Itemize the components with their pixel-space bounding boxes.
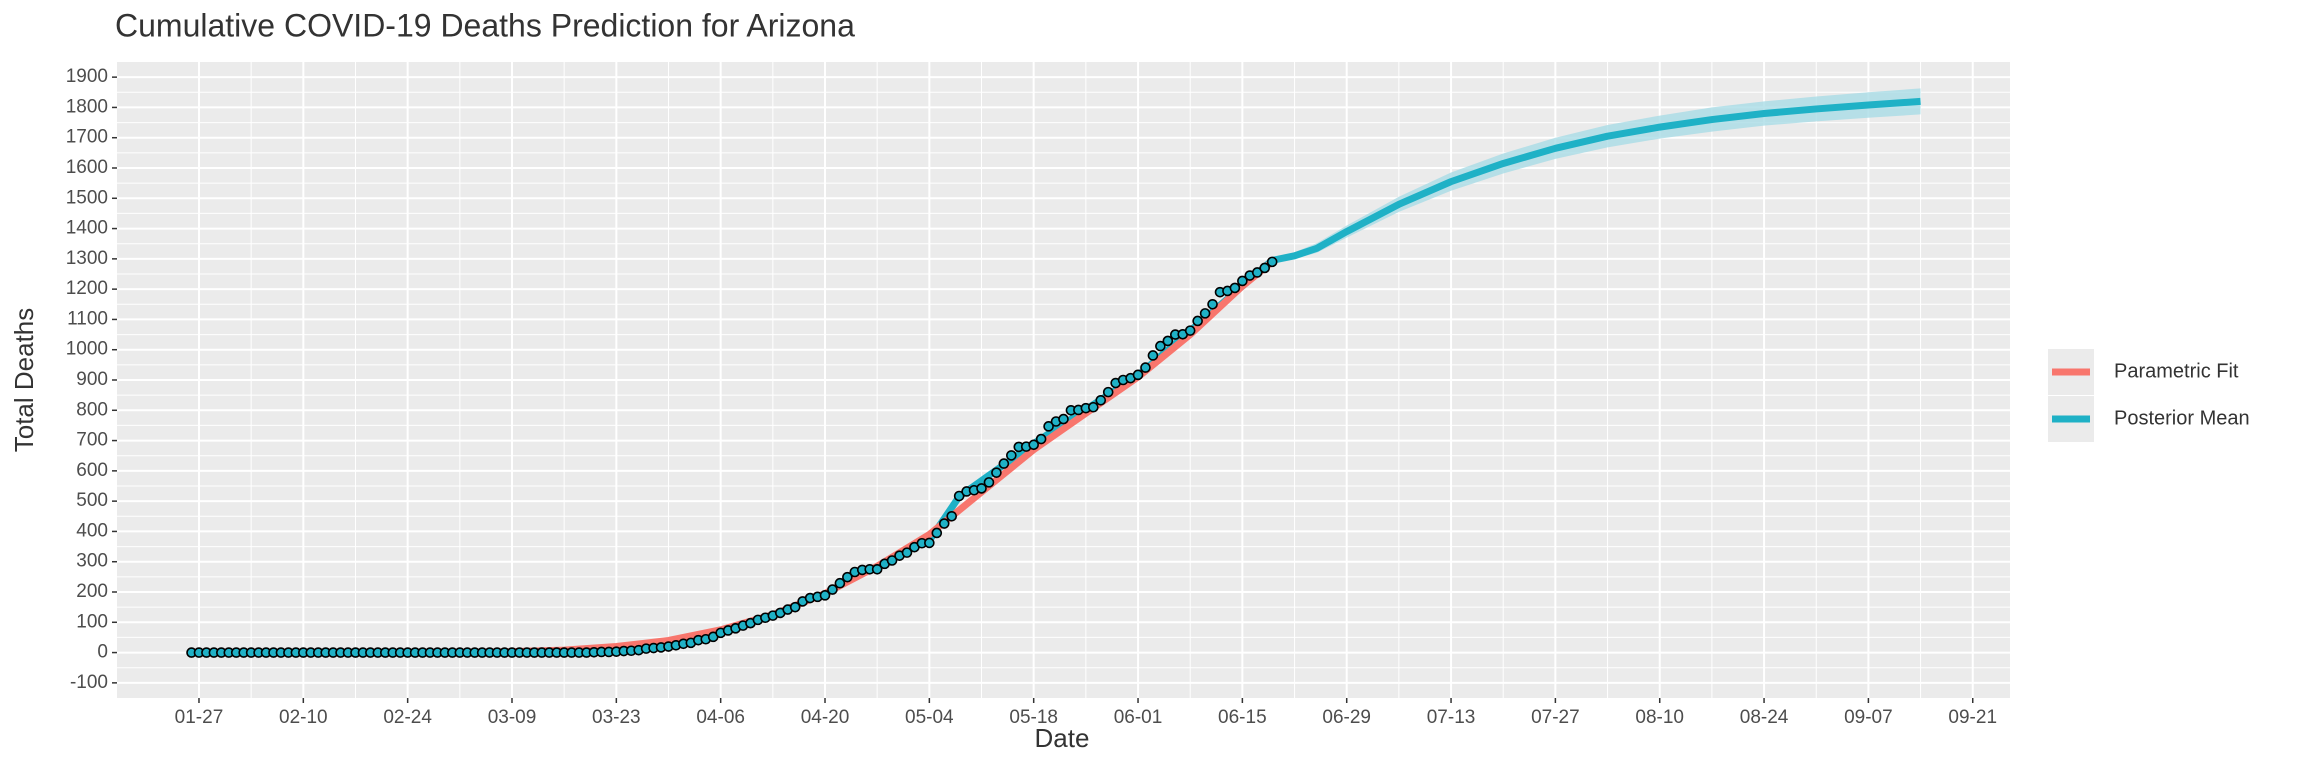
data-point bbox=[1102, 386, 1114, 398]
data-point bbox=[1088, 401, 1099, 413]
data-point bbox=[1035, 433, 1047, 445]
data-point bbox=[953, 490, 965, 502]
data-point bbox=[1132, 369, 1144, 381]
x-tick-label: 06-29 bbox=[1322, 707, 1371, 728]
data-point bbox=[983, 477, 995, 488]
x-tick-label: 04-06 bbox=[696, 707, 745, 728]
data-point bbox=[938, 518, 950, 529]
data-point bbox=[1237, 275, 1248, 287]
data-point bbox=[789, 601, 801, 613]
data-point bbox=[1162, 335, 1174, 347]
data-point bbox=[827, 584, 838, 595]
y-tick-label: 800 bbox=[76, 399, 108, 420]
data-point bbox=[1207, 298, 1218, 310]
y-tick-label: 1800 bbox=[66, 96, 108, 117]
data-point bbox=[946, 510, 958, 522]
x-tick-label: 04-20 bbox=[801, 707, 850, 728]
y-tick-label: 1400 bbox=[66, 218, 108, 239]
data-point bbox=[819, 590, 831, 601]
data-point bbox=[1155, 340, 1166, 352]
x-tick-label: 02-24 bbox=[383, 707, 432, 728]
data-point bbox=[1147, 350, 1159, 361]
data-point bbox=[998, 458, 1010, 469]
data-point bbox=[1199, 308, 1211, 319]
data-point bbox=[871, 563, 883, 575]
y-tick-label: 500 bbox=[76, 490, 108, 511]
y-tick-label: 200 bbox=[76, 581, 108, 602]
y-tick-label: 1600 bbox=[66, 157, 108, 178]
data-point bbox=[924, 537, 935, 549]
legend-label: Parametric Fit bbox=[2114, 360, 2239, 382]
legend-label: Posterior Mean bbox=[2114, 407, 2250, 429]
x-tick-label: 07-27 bbox=[1531, 707, 1580, 728]
x-tick-label: 03-23 bbox=[592, 707, 641, 728]
y-tick-label: 1100 bbox=[67, 308, 108, 329]
y-tick-label: 0 bbox=[97, 642, 108, 663]
data-point bbox=[1058, 413, 1069, 425]
x-tick-label: 08-24 bbox=[1740, 707, 1789, 728]
data-point bbox=[1266, 256, 1278, 268]
y-tick-label: 1300 bbox=[66, 248, 108, 269]
data-point bbox=[834, 577, 846, 589]
y-tick-label: 600 bbox=[76, 460, 108, 481]
y-tick-label: 100 bbox=[76, 611, 108, 632]
y-tick-label: 1200 bbox=[66, 278, 108, 299]
y-tick-label: 1000 bbox=[66, 339, 108, 360]
data-point bbox=[1043, 421, 1054, 432]
x-tick-label: 06-15 bbox=[1218, 707, 1267, 728]
x-tick-label: 05-18 bbox=[1009, 707, 1058, 728]
y-axis-title: Total Deaths bbox=[9, 308, 39, 453]
x-tick-label: 08-10 bbox=[1635, 707, 1684, 728]
data-point bbox=[1259, 262, 1271, 274]
chart-title: Cumulative COVID-19 Deaths Prediction fo… bbox=[115, 7, 855, 43]
y-tick-label: 400 bbox=[76, 520, 108, 541]
x-tick-label: 06-01 bbox=[1114, 707, 1163, 728]
x-tick-label: 05-04 bbox=[905, 707, 954, 728]
y-tick-label: 1900 bbox=[66, 66, 108, 87]
x-tick-label: 09-07 bbox=[1844, 707, 1893, 728]
data-point bbox=[931, 527, 943, 539]
y-tick-label: 700 bbox=[76, 430, 108, 451]
data-point bbox=[1095, 394, 1107, 406]
x-tick-label: 01-27 bbox=[175, 707, 224, 728]
x-tick-label: 03-09 bbox=[488, 707, 537, 728]
x-axis-title: Date bbox=[1035, 723, 1090, 753]
data-point bbox=[1006, 450, 1017, 461]
data-point bbox=[1028, 439, 1039, 451]
y-tick-label: 1500 bbox=[66, 187, 108, 208]
y-tick-label: 300 bbox=[76, 551, 108, 572]
data-point bbox=[886, 555, 898, 566]
y-tick-label: 1700 bbox=[66, 127, 108, 148]
data-point bbox=[1140, 362, 1151, 373]
data-point bbox=[1192, 315, 1203, 327]
data-point bbox=[976, 483, 987, 494]
y-tick-label: -100 bbox=[70, 672, 108, 693]
x-tick-label: 07-13 bbox=[1427, 707, 1476, 728]
x-tick-label: 09-21 bbox=[1948, 707, 1997, 728]
data-point bbox=[1229, 282, 1241, 294]
data-point bbox=[1184, 325, 1196, 336]
data-point bbox=[1251, 267, 1263, 278]
data-point bbox=[842, 571, 853, 583]
data-point bbox=[901, 547, 913, 558]
y-tick-label: 900 bbox=[76, 369, 108, 390]
x-tick-label: 02-10 bbox=[279, 707, 328, 728]
data-point bbox=[991, 467, 1002, 478]
